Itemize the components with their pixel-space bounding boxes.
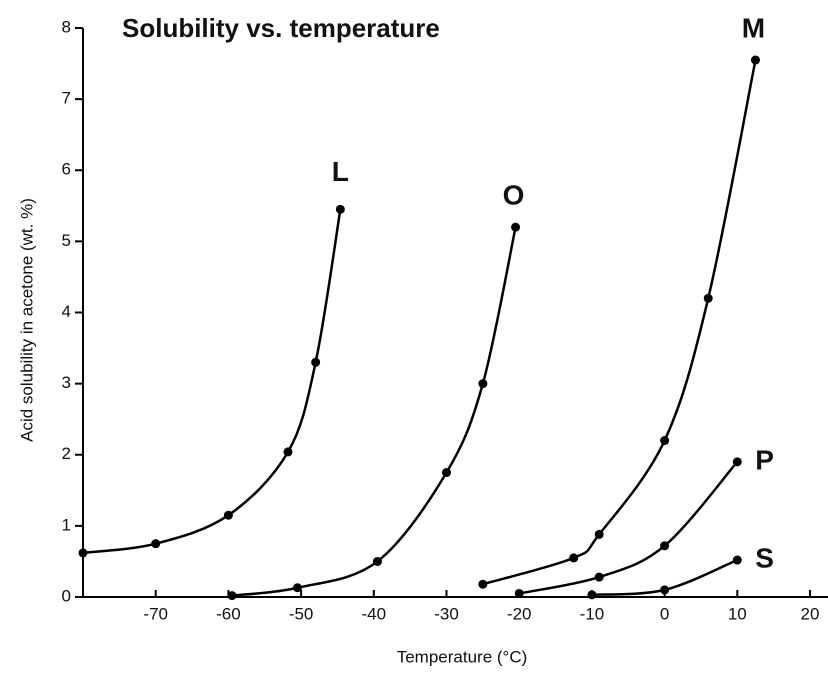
series-label: P	[755, 444, 774, 475]
y-tick-label: 5	[62, 231, 71, 250]
x-tick-label: 0	[660, 604, 669, 623]
data-point	[514, 588, 524, 598]
y-axis-label: Acid solubility in acetone (wt. %)	[17, 198, 36, 442]
y-tick-label: 3	[62, 373, 71, 392]
x-tick-label: -20	[507, 604, 532, 623]
data-point	[478, 379, 488, 389]
series-label: M	[742, 12, 765, 43]
series-line	[231, 226, 517, 597]
data-point	[587, 590, 597, 600]
x-tick-label: -10	[580, 604, 605, 623]
y-tick-label: 2	[62, 444, 71, 463]
x-tick-label: -70	[143, 604, 168, 623]
data-point	[594, 529, 604, 539]
data-point	[732, 457, 742, 467]
data-point	[478, 579, 488, 589]
data-point	[732, 555, 742, 565]
data-point	[511, 222, 521, 232]
chart-title: Solubility vs. temperature	[122, 13, 440, 43]
y-tick-label: 0	[62, 586, 71, 605]
x-tick-label: -30	[434, 604, 459, 623]
data-point	[442, 468, 451, 478]
series-label: L	[332, 156, 349, 187]
data-point	[660, 585, 670, 595]
y-tick-label: 1	[62, 515, 71, 534]
series-label: S	[755, 542, 774, 573]
y-tick-label: 7	[62, 89, 71, 108]
data-point	[594, 572, 604, 582]
data-point	[283, 447, 293, 457]
series-label: O	[503, 180, 525, 211]
data-point	[703, 293, 713, 303]
series-line	[82, 209, 342, 555]
series-line	[482, 59, 757, 586]
data-point	[227, 591, 237, 601]
x-tick-label: -60	[216, 604, 241, 623]
data-point	[372, 556, 382, 566]
data-point	[660, 541, 670, 551]
data-point	[335, 204, 345, 214]
data-point	[223, 510, 233, 520]
data-point	[151, 539, 161, 549]
data-point	[311, 357, 321, 367]
y-tick-label: 8	[62, 17, 71, 36]
series-line	[518, 461, 739, 595]
data-point	[750, 55, 760, 65]
x-tick-label: -40	[362, 604, 387, 623]
data-point	[292, 583, 302, 593]
x-tick-label: 10	[728, 604, 747, 623]
y-tick-label: 6	[62, 160, 71, 179]
y-tick-label: 4	[62, 302, 71, 321]
x-tick-label: -50	[289, 604, 314, 623]
data-point	[78, 548, 88, 558]
x-tick-label: 20	[801, 604, 820, 623]
data-point	[660, 436, 670, 446]
x-axis-label: Temperature (°C)	[397, 647, 528, 666]
data-point	[569, 553, 579, 563]
